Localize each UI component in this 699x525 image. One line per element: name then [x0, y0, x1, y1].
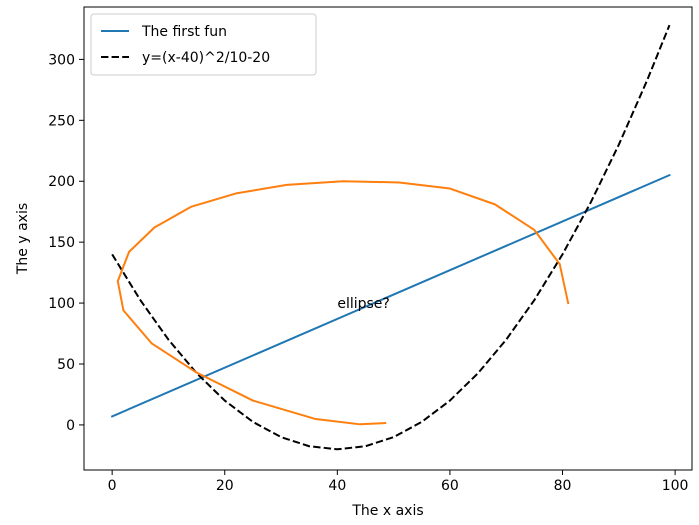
legend: The first fun y=(x-40)^2/10-20	[90, 13, 317, 76]
x-tick-label: 80	[554, 478, 572, 494]
legend-label-1: The first fun	[141, 24, 227, 40]
y-tick-label: 50	[57, 357, 75, 373]
axes: 0 20 40 60 80 100 0 50 100 150 200 250 300	[48, 6, 693, 494]
y-tick-label: 0	[66, 418, 75, 434]
axes-frame	[83, 6, 693, 471]
x-axis-label: The x axis	[351, 503, 423, 519]
x-tick-label: 40	[328, 478, 346, 494]
series-line-2	[111, 24, 671, 451]
y-tick-label: 300	[48, 52, 75, 68]
legend-label-2: y=(x-40)^2/10-20	[142, 50, 270, 66]
plot-area: ellipse?	[110, 24, 671, 451]
legend-box	[90, 13, 317, 76]
y-tick-label: 150	[48, 235, 75, 251]
x-tick-label: 100	[662, 478, 689, 494]
x-tick-label: 60	[441, 478, 459, 494]
annotation-text: ellipse?	[337, 296, 390, 312]
x-tick-label: 0	[108, 478, 117, 494]
y-tick-label: 100	[48, 296, 75, 312]
x-tick-label: 20	[216, 478, 234, 494]
series-line-3	[116, 180, 570, 426]
y-axis-label: The y axis	[15, 203, 31, 275]
y-tick-label: 200	[48, 174, 75, 190]
y-tick-label: 250	[48, 113, 75, 129]
